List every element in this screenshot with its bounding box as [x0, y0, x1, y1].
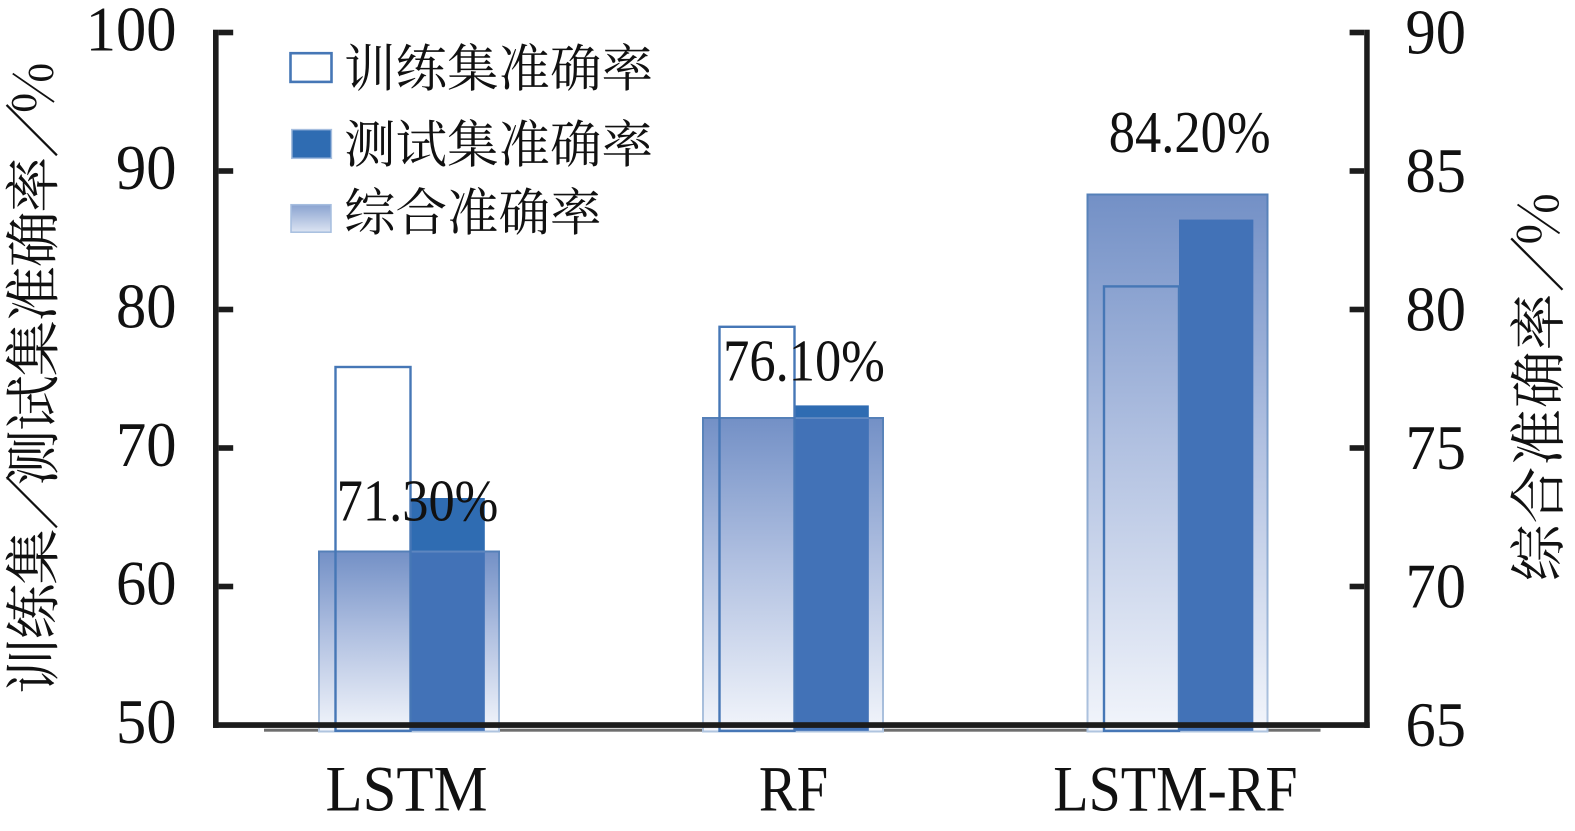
svg-text:RF: RF — [759, 754, 828, 825]
svg-text:84.20%: 84.20% — [1109, 100, 1271, 166]
svg-text:80: 80 — [116, 272, 176, 342]
svg-text:LSTM: LSTM — [325, 753, 487, 825]
svg-text:90: 90 — [116, 133, 176, 203]
svg-text:71.30%: 71.30% — [337, 469, 499, 535]
svg-text:70: 70 — [1406, 552, 1466, 622]
svg-text:65: 65 — [1406, 691, 1466, 761]
svg-text:LSTM-RF: LSTM-RF — [1053, 754, 1297, 826]
svg-text:76.10%: 76.10% — [723, 329, 885, 395]
svg-text:60: 60 — [116, 549, 176, 619]
svg-text:75: 75 — [1406, 414, 1466, 484]
svg-text:100: 100 — [86, 0, 177, 65]
svg-text:80: 80 — [1406, 275, 1466, 345]
svg-text:70: 70 — [116, 410, 176, 480]
svg-text:50: 50 — [116, 687, 176, 757]
svg-text:85: 85 — [1406, 137, 1466, 207]
svg-text:90: 90 — [1406, 0, 1466, 68]
